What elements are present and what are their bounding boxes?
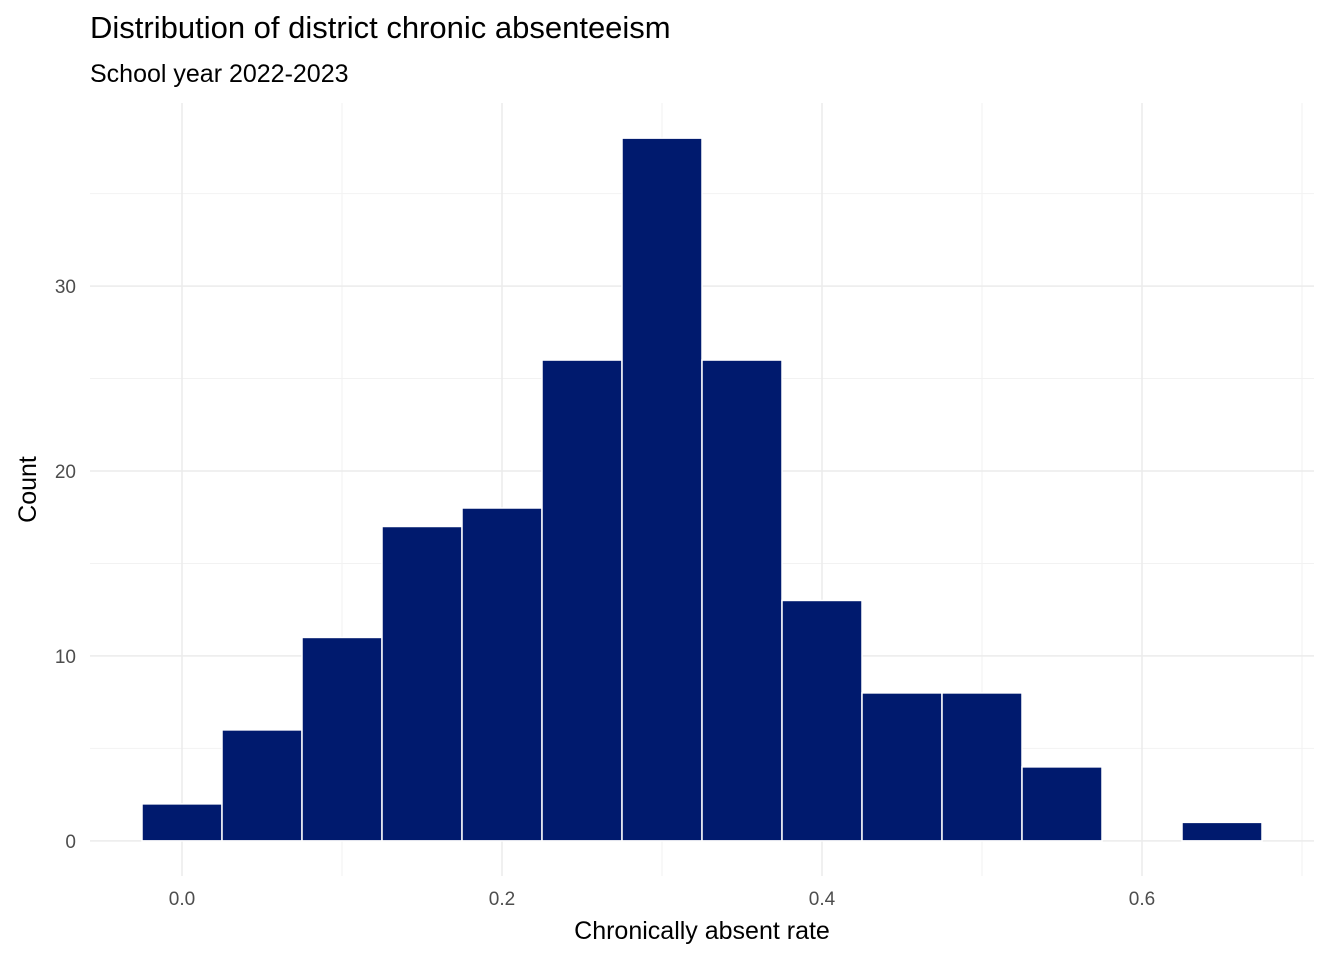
histogram-bar-8 [781, 599, 863, 842]
histogram-bar-5 [541, 359, 623, 842]
histogram-bar-11 [1021, 766, 1103, 842]
bars [141, 137, 1263, 842]
x-axis-title: Chronically absent rate [574, 917, 830, 945]
histogram-bar-13 [1181, 821, 1263, 842]
histogram-bar-4 [461, 507, 543, 842]
y-tick-label-2: 20 [55, 462, 76, 483]
histogram-bar-6 [621, 137, 703, 842]
histogram-bar-10 [941, 692, 1023, 842]
x-tick-label-0: 0.0 [169, 889, 195, 910]
histogram-bar-2 [301, 636, 383, 842]
y-tick-label-3: 30 [55, 277, 76, 298]
chart-title: Distribution of district chronic absente… [90, 10, 671, 45]
y-tick-label-1: 10 [55, 647, 76, 668]
x-tick-label-1: 0.2 [489, 889, 515, 910]
histogram-bar-7 [701, 359, 783, 842]
histogram-bar-3 [381, 525, 463, 842]
x-tick-labels: 0.0 0.2 0.4 0.6 [169, 889, 1155, 910]
y-tick-labels: 0 10 20 30 [55, 277, 76, 853]
histogram-bar-1 [221, 729, 303, 842]
x-tick-label-3: 0.6 [1129, 889, 1155, 910]
histogram-bar-9 [861, 692, 943, 842]
x-tick-label-2: 0.4 [809, 889, 836, 910]
histogram-bar-0 [141, 803, 223, 842]
chart-subtitle: School year 2022-2023 [90, 60, 349, 88]
y-axis-title: Count [14, 456, 42, 523]
y-tick-label-0: 0 [65, 832, 76, 853]
